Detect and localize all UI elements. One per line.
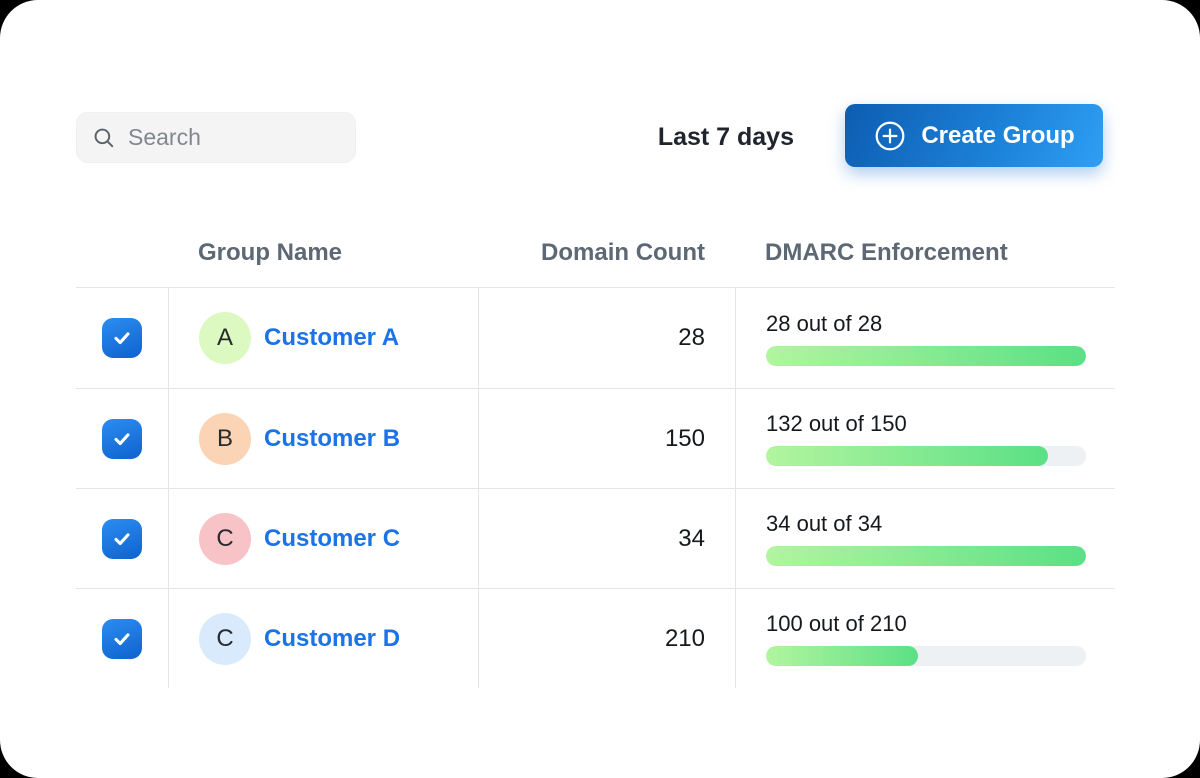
enforcement-progress-fill (766, 446, 1048, 466)
enforcement-label: 28 out of 28 (766, 310, 883, 336)
domain-count-value: 150 (478, 389, 735, 488)
column-header-group-name: Group Name (198, 238, 343, 266)
plus-circle-icon (875, 121, 905, 150)
enforcement-label: 34 out of 34 (766, 511, 883, 536)
table-row: C Customer C 34 34 out of 34 (76, 488, 1115, 588)
table-row: A Customer A 28 28 out of 28 (76, 288, 1115, 388)
group-avatar: A (199, 312, 251, 364)
check-icon (114, 532, 130, 545)
check-icon (114, 432, 130, 445)
table-row: C Customer D 210 100 out of 210 (76, 588, 1115, 688)
group-avatar: B (199, 412, 251, 465)
date-range-selector[interactable]: Last 7 days (657, 123, 794, 151)
enforcement-progressbar (766, 546, 1086, 566)
group-avatar: C (199, 612, 251, 665)
enforcement-label: 132 out of 150 (766, 411, 907, 436)
row-checkbox[interactable] (102, 618, 142, 659)
enforcement-progressbar (766, 345, 1086, 366)
table-row: B Customer B 150 132 out of 150 (76, 388, 1115, 488)
search-input[interactable] (126, 123, 341, 152)
groups-table: Group Name Domain Count DMARC Enforcemen… (76, 222, 1115, 688)
group-name-link[interactable]: Customer D (264, 624, 401, 652)
domain-count-value: 34 (478, 489, 735, 588)
column-header-dmarc-enforcement: DMARC Enforcement (765, 238, 1008, 266)
create-group-label: Create Group (921, 121, 1075, 149)
column-header-domain-count: Domain Count (541, 238, 705, 266)
row-checkbox[interactable] (102, 518, 142, 559)
row-checkbox[interactable] (102, 318, 142, 358)
domain-count-value: 28 (478, 288, 735, 388)
group-name-link[interactable]: Customer C (264, 524, 401, 552)
domain-count-value: 210 (478, 589, 735, 688)
search-box[interactable] (76, 112, 356, 163)
group-name-link[interactable]: Customer B (264, 424, 401, 452)
enforcement-progress-fill (766, 345, 1086, 366)
enforcement-progressbar (766, 646, 1086, 666)
check-icon (114, 332, 130, 345)
table-header-row: Group Name Domain Count DMARC Enforcemen… (76, 222, 1115, 288)
enforcement-progressbar (766, 446, 1086, 466)
header-checkbox-spacer (76, 253, 168, 257)
enforcement-progress-fill (766, 546, 1086, 566)
enforcement-label: 100 out of 210 (766, 611, 907, 636)
search-icon (94, 128, 114, 147)
group-avatar: C (199, 512, 251, 565)
check-icon (114, 632, 130, 645)
create-group-button[interactable]: Create Group (845, 104, 1103, 167)
enforcement-progress-fill (766, 646, 919, 666)
row-checkbox[interactable] (102, 418, 142, 459)
group-name-link[interactable]: Customer A (264, 324, 400, 351)
